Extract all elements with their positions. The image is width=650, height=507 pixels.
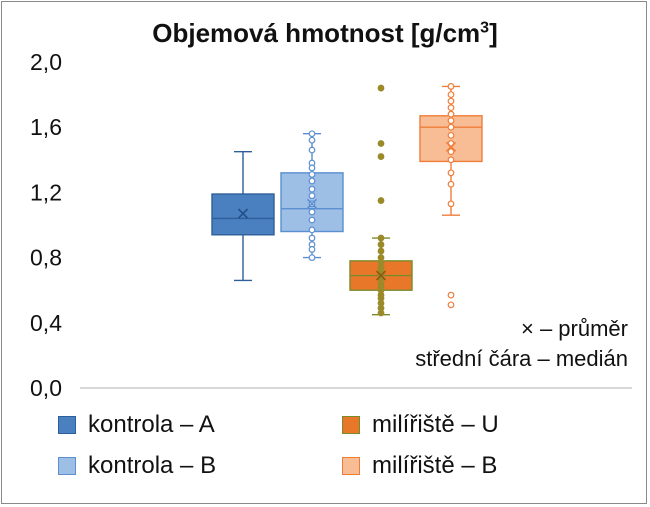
data-point <box>447 83 455 90</box>
data-point <box>308 164 316 172</box>
data-point <box>308 136 316 144</box>
data-point <box>377 197 385 204</box>
data-point <box>308 226 316 234</box>
data-point <box>308 171 316 178</box>
box-series-2 <box>349 84 413 317</box>
data-point <box>308 130 316 138</box>
legend-swatch-kontrola-a <box>58 416 76 434</box>
data-point <box>447 156 455 164</box>
legend-swatch-miliriste-u <box>342 416 360 434</box>
y-tick-label: 1,2 <box>30 179 62 205</box>
mean-marker <box>237 208 249 219</box>
mean-marker <box>306 198 318 209</box>
data-point <box>447 123 455 131</box>
box-series-3 <box>419 83 483 309</box>
data-point <box>447 91 455 98</box>
chart-title-superscript: 3 <box>480 19 490 37</box>
mean-marker <box>375 270 387 281</box>
mean-marker <box>445 141 457 152</box>
data-point <box>308 185 316 193</box>
data-point <box>377 140 385 147</box>
chart-title-suffix: ] <box>489 18 498 48</box>
legend-item-miliriste-u: milířiště – U <box>342 411 499 439</box>
y-tick-label: 0,0 <box>30 375 62 401</box>
data-point <box>447 169 455 177</box>
data-point <box>377 241 385 248</box>
data-point <box>308 246 316 253</box>
annotation-median: střední čára – medián <box>415 346 628 371</box>
data-point <box>447 131 455 139</box>
y-tick-label: 0,4 <box>30 310 62 336</box>
data-point <box>308 208 316 216</box>
legend-label-miliriste-b: milířiště – B <box>372 452 498 479</box>
legend-label-kontrola-a: kontrola – A <box>88 411 215 438</box>
data-point <box>308 177 316 185</box>
data-point <box>447 97 455 105</box>
y-tick-label: 2,0 <box>30 49 62 75</box>
data-point <box>447 104 455 112</box>
annotation-block: × – průměr střední čára – medián <box>415 314 628 374</box>
legend-label-kontrola-b: kontrola – B <box>88 452 217 479</box>
chart-title: Objemová hmotnost [g/cm3] <box>0 18 650 49</box>
y-tick-label: 1,6 <box>30 114 62 140</box>
legend-item-kontrola-a: kontrola – A <box>58 411 215 439</box>
data-point <box>308 254 316 262</box>
data-point <box>447 291 455 299</box>
data-point <box>447 148 455 156</box>
box-layer <box>211 83 483 317</box>
data-point <box>377 309 385 317</box>
data-point <box>308 146 316 154</box>
data-point <box>308 192 316 200</box>
data-point <box>447 301 455 309</box>
data-point <box>447 117 455 125</box>
data-point <box>447 180 455 188</box>
data-point <box>377 247 385 255</box>
y-tick-label: 0,8 <box>30 245 62 271</box>
legend-label-miliriste-u: milířiště – U <box>372 411 499 438</box>
box-series-1 <box>280 130 344 262</box>
data-point <box>447 110 455 118</box>
chart-title-text: Objemová hmotnost [g/cm <box>152 18 481 48</box>
data-point <box>308 216 316 224</box>
annotation-mean: × – průměr <box>521 316 628 341</box>
data-point <box>447 200 455 208</box>
legend-swatch-miliriste-b <box>342 457 360 475</box>
data-point <box>377 153 385 160</box>
data-point <box>308 234 316 242</box>
axis-layer: 0,0 0,4 0,8 1,2 1,6 2,0 <box>30 49 632 401</box>
legend-item-miliriste-b: milířiště – B <box>342 452 497 480</box>
data-point <box>377 84 385 92</box>
legend-item-kontrola-b: kontrola – B <box>58 452 216 480</box>
box-series-0 <box>211 150 275 282</box>
data-point <box>377 234 385 242</box>
legend-swatch-kontrola-b <box>58 457 76 475</box>
